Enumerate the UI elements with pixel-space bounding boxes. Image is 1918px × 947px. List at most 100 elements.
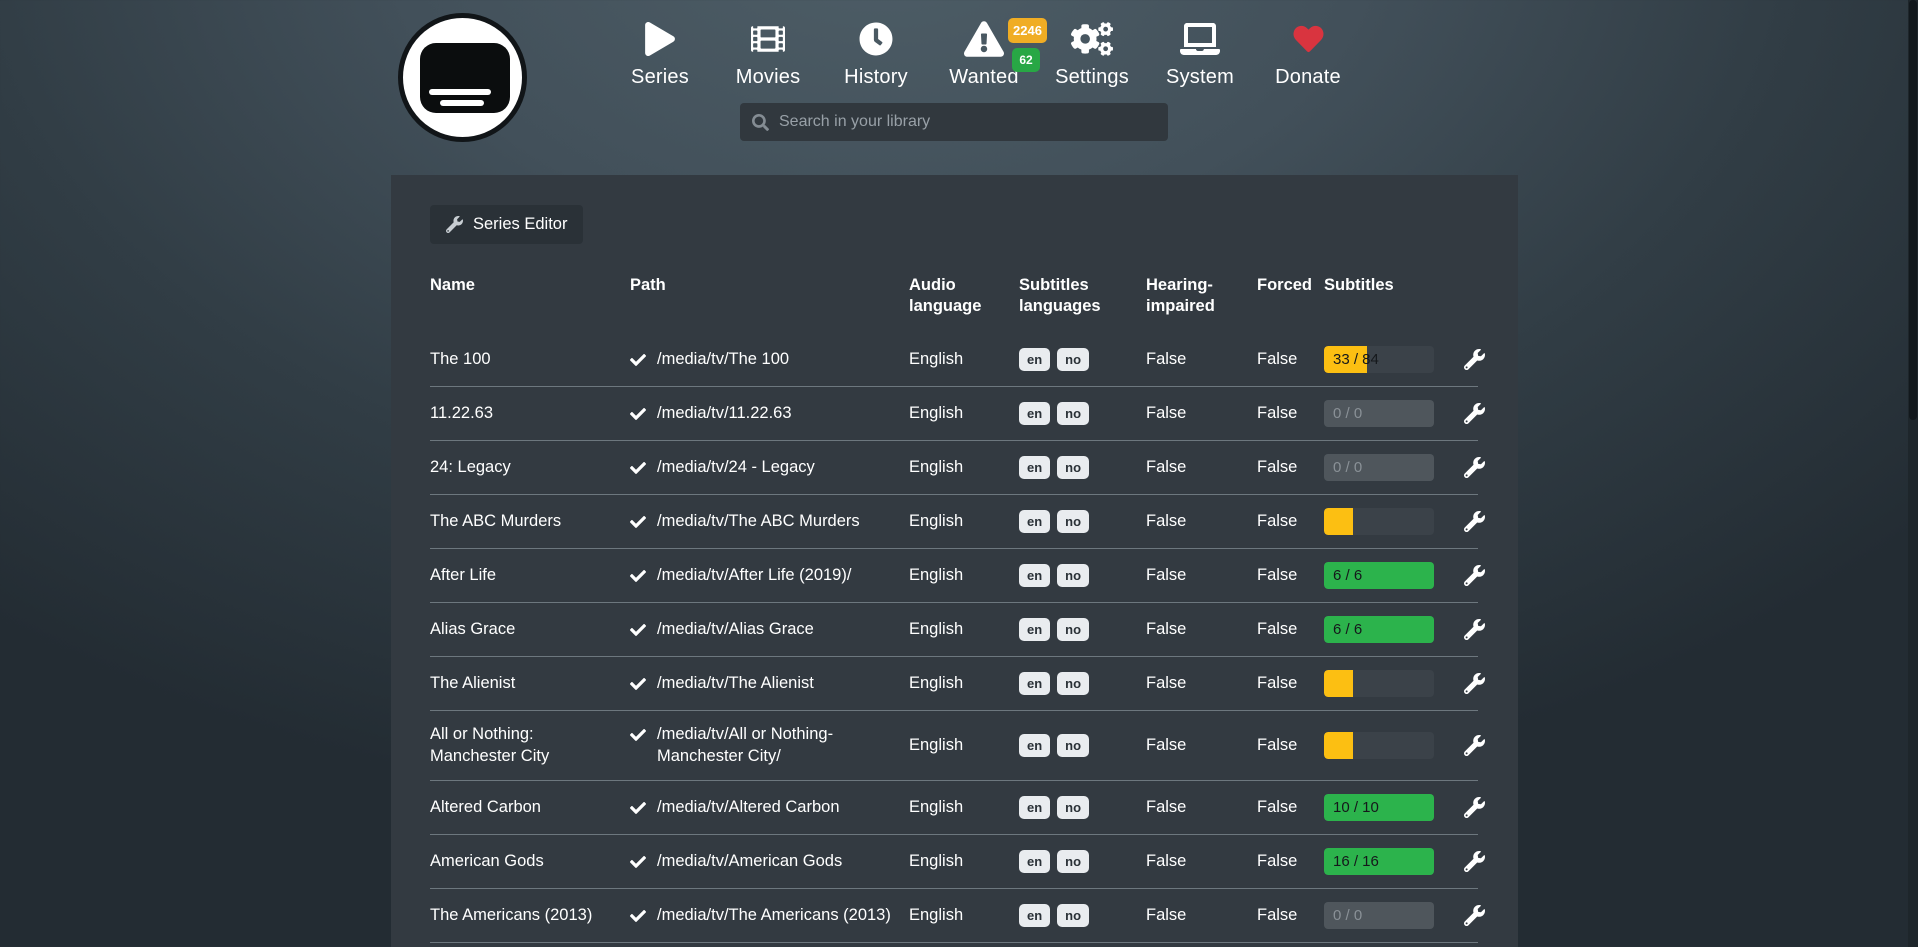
check-icon — [630, 855, 646, 868]
subtitles-progress-cell — [1324, 732, 1455, 760]
series-path: /media/tv/All or Nothing- Manchester Cit… — [657, 725, 834, 765]
check-icon — [630, 909, 646, 922]
series-name: The ABC Murders — [430, 512, 562, 531]
edit-series-button[interactable] — [1464, 619, 1485, 641]
audio-language: English — [909, 404, 964, 423]
clock-icon — [859, 22, 893, 56]
table-row: The 100 /media/tv/The 100 English en no F… — [430, 333, 1485, 386]
subtitles-progress-label: 6 / 6 — [1333, 567, 1363, 585]
hearing-impaired-value: False — [1146, 620, 1187, 639]
subtitle-languages: en no — [1019, 796, 1146, 820]
language-badge: no — [1057, 796, 1090, 820]
row-actions — [1455, 457, 1485, 479]
header-forced: Forced — [1257, 276, 1313, 294]
series-editor-button[interactable]: Series Editor — [430, 205, 584, 244]
forced-value: False — [1257, 674, 1298, 693]
nav-item-movies[interactable]: Movies — [714, 16, 822, 89]
table-row: The ABC Murders /media/tv/The ABC Murder… — [430, 494, 1485, 548]
check-icon — [630, 729, 646, 742]
wrench-icon — [446, 216, 463, 233]
forced-value: False — [1257, 566, 1298, 585]
edit-series-button[interactable] — [1464, 673, 1485, 695]
subtitles-progress-cell: 0 / 0 — [1324, 902, 1455, 930]
nav-item-settings[interactable]: Settings — [1038, 16, 1146, 89]
forced-value: False — [1257, 852, 1298, 871]
check-icon — [630, 408, 646, 420]
subtitle-languages: en no — [1019, 456, 1146, 480]
subtitles-progress-cell: 10 / 10 — [1324, 794, 1455, 822]
language-badge: no — [1057, 510, 1090, 534]
page-scrollbar[interactable] — [1908, 0, 1918, 947]
scrollbar-thumb[interactable] — [1909, 0, 1917, 420]
nav-item-series[interactable]: Series — [606, 16, 714, 89]
wrench-icon — [1464, 673, 1485, 695]
nav-label: Wanted — [949, 66, 1019, 88]
table-header-row: Name Path Audio language Subtitles langu… — [430, 275, 1478, 333]
language-badge: no — [1057, 564, 1090, 588]
hearing-impaired-value: False — [1146, 350, 1187, 369]
series-editor-label: Series Editor — [473, 215, 568, 233]
forced-value: False — [1257, 798, 1298, 817]
table-row: Another Life (2019) /media/tv/Another Li… — [430, 942, 1478, 947]
series-path-cell: /media/tv/Alias Grace — [630, 619, 909, 640]
nav-label: Series — [631, 66, 689, 88]
table-row: Altered Carbon /media/tv/Altered Carbon … — [430, 780, 1485, 834]
edit-series-button[interactable] — [1464, 905, 1485, 927]
header-name: Name — [430, 276, 475, 294]
edit-series-button[interactable] — [1464, 403, 1485, 425]
wanted-movies-badge: 62 — [1012, 48, 1040, 72]
hearing-impaired-value: False — [1146, 736, 1187, 755]
subtitles-progress-bar: 0 / 0 — [1324, 902, 1434, 930]
series-name: Alias Grace — [430, 620, 516, 639]
subtitles-progress-bar: 33 / 84 — [1324, 346, 1434, 374]
series-panel: Series Editor Name Path Audio language S… — [391, 175, 1518, 947]
row-actions — [1455, 905, 1485, 927]
edit-series-button[interactable] — [1464, 457, 1485, 479]
warning-triangle-icon — [964, 21, 1004, 57]
row-actions — [1455, 797, 1485, 819]
edit-series-button[interactable] — [1464, 565, 1485, 587]
row-actions — [1455, 511, 1485, 533]
series-name: The Alienist — [430, 674, 516, 693]
subtitles-progress-cell: 33 / 84 — [1324, 346, 1455, 374]
subtitles-progress-label: 33 / 84 — [1333, 351, 1379, 369]
edit-series-button[interactable] — [1464, 511, 1485, 533]
nav-item-system[interactable]: System — [1146, 16, 1254, 89]
subtitle-languages: en no — [1019, 402, 1146, 426]
hearing-impaired-value: False — [1146, 798, 1187, 817]
series-name: After Life — [430, 566, 497, 585]
nav-item-history[interactable]: History — [822, 16, 930, 89]
audio-language: English — [909, 350, 964, 369]
bazarr-logo[interactable] — [398, 13, 527, 142]
table-row: American Gods /media/tv/American Gods En… — [430, 834, 1485, 888]
gears-icon — [1071, 22, 1113, 56]
hearing-impaired-value: False — [1146, 852, 1187, 871]
edit-series-button[interactable] — [1464, 851, 1485, 873]
language-badge: no — [1057, 402, 1090, 426]
nav-item-wanted[interactable]: Wanted 2246 62 — [930, 16, 1047, 89]
hearing-impaired-value: False — [1146, 458, 1187, 477]
edit-series-button[interactable] — [1464, 797, 1485, 819]
subtitle-languages: en no — [1019, 672, 1146, 696]
audio-language: English — [909, 852, 964, 871]
nav-item-donate[interactable]: Donate — [1254, 16, 1362, 89]
edit-series-button[interactable] — [1464, 349, 1485, 371]
check-icon — [630, 570, 646, 582]
header-subtitles: Subtitles — [1324, 276, 1394, 294]
subtitles-progress-bar — [1324, 508, 1434, 536]
subtitles-progress-cell: 0 / 0 — [1324, 400, 1455, 428]
table-row: The Alienist /media/tv/The Alienist Engl… — [430, 656, 1485, 710]
edit-series-button[interactable] — [1464, 735, 1485, 757]
subtitles-progress-bar: 6 / 6 — [1324, 562, 1434, 590]
language-badge: en — [1019, 402, 1051, 426]
wrench-icon — [1464, 565, 1485, 587]
series-path-cell: /media/tv/The ABC Murders — [630, 511, 909, 532]
subtitles-progress-label: 16 / 16 — [1333, 853, 1379, 871]
subtitles-progress-cell: 0 / 0 — [1324, 454, 1455, 482]
forced-value: False — [1257, 512, 1298, 531]
audio-language: English — [909, 566, 964, 585]
subtitle-languages: en no — [1019, 564, 1146, 588]
forced-value: False — [1257, 736, 1298, 755]
search-input[interactable] — [779, 113, 1156, 131]
forced-value: False — [1257, 458, 1298, 477]
